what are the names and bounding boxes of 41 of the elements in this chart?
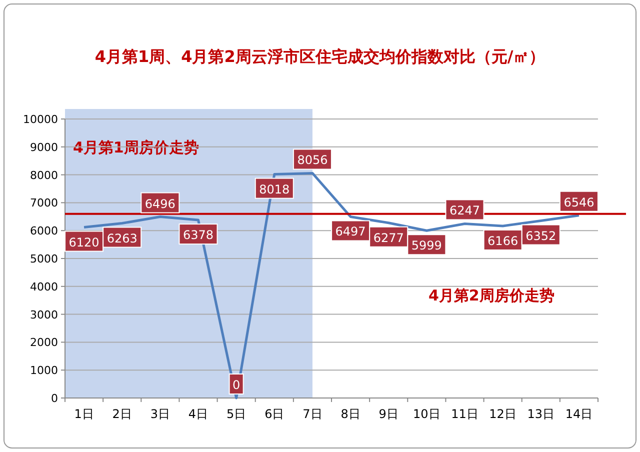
y-tick-label: 5000 [30,252,58,266]
data-label: 8018 [259,182,290,196]
data-label: 6497 [335,224,366,239]
x-tick-label: 14日 [565,407,593,421]
x-tick-label: 2日 [112,407,132,421]
data-label: 6496 [144,196,176,211]
y-tick-label: 10000 [23,113,58,126]
data-label: 5999 [411,238,442,253]
data-label: 6120 [68,235,100,250]
x-tick-label: 12日 [489,407,516,421]
x-tick-label: 1日 [74,407,94,421]
x-tick-label: 7日 [302,407,322,421]
y-tick-label: 4000 [30,280,58,294]
y-tick-label: 0 [51,392,58,405]
x-tick-label: 5日 [226,407,246,421]
x-tick-label: 3日 [150,407,170,421]
annotation: 4月第2周房价走势 [428,286,554,304]
y-tick-label: 6000 [30,224,58,238]
y-tick-label: 9000 [30,140,58,154]
y-tick-label: 2000 [30,336,58,350]
x-tick-label: 13日 [527,407,555,421]
x-tick-label: 4日 [188,407,208,421]
x-tick-label: 10日 [413,407,440,421]
y-tick-label: 7000 [30,196,58,210]
data-label: 6378 [182,228,214,242]
data-label: 6263 [106,231,138,246]
x-tick-label: 8日 [340,407,360,421]
y-tick-label: 8000 [30,168,58,182]
x-tick-label: 9日 [378,407,398,421]
data-label: 6352 [526,228,556,243]
x-tick-label: 6日 [264,407,284,421]
data-label: 6277 [373,230,404,245]
chart-title: 4月第1周、4月第2周云浮市区住宅成交均价指数对比（元/㎡） [94,47,546,66]
data-label: 0 [232,378,240,392]
data-label: 6546 [564,195,594,210]
data-label: 6166 [488,234,518,248]
data-label: 6247 [449,204,480,218]
data-label: 8056 [297,153,328,168]
y-tick-label: 3000 [30,308,58,322]
x-tick-label: 11日 [451,407,478,421]
y-tick-label: 1000 [30,364,58,378]
